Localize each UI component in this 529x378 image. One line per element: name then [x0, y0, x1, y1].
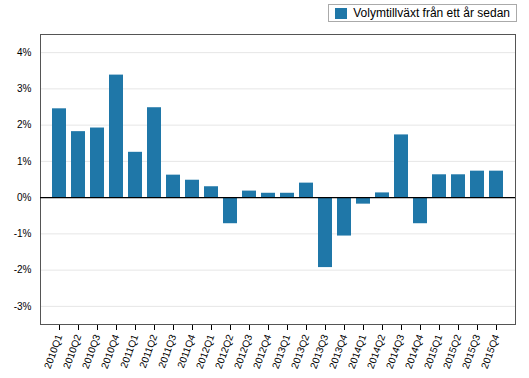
svg-text:2014Q1: 2014Q1 [345, 332, 369, 371]
svg-text:2010Q4: 2010Q4 [98, 332, 122, 371]
svg-text:2013Q2: 2013Q2 [288, 332, 312, 371]
svg-text:2013Q4: 2013Q4 [326, 332, 350, 371]
svg-text:2015Q4: 2015Q4 [479, 332, 502, 370]
svg-text:-1%: -1% [14, 228, 32, 239]
svg-text:3%: 3% [17, 83, 32, 94]
svg-text:4%: 4% [17, 47, 32, 58]
svg-text:2015Q1: 2015Q1 [421, 332, 445, 371]
svg-text:2010Q2: 2010Q2 [60, 332, 84, 371]
svg-text:2014Q2: 2014Q2 [364, 332, 388, 371]
svg-text:2011Q4: 2011Q4 [175, 332, 198, 370]
svg-text:2012Q4: 2012Q4 [250, 332, 274, 371]
svg-text:0%: 0% [17, 192, 32, 203]
svg-text:2014Q3: 2014Q3 [383, 332, 407, 371]
svg-text:2012Q3: 2012Q3 [231, 332, 255, 371]
html-text:Volymtillväxt från ett år seda: Volymtillväxt från ett år sedan [353, 6, 510, 20]
svg-text:1%: 1% [17, 156, 32, 167]
svg-text:2%: 2% [17, 119, 32, 130]
svg-text:2012Q1: 2012Q1 [193, 332, 217, 371]
svg-text:2014Q4: 2014Q4 [402, 332, 426, 371]
svg-text:2011Q2: 2011Q2 [137, 332, 160, 370]
svg-text:2012Q2: 2012Q2 [212, 332, 236, 371]
svg-text:2015Q3: 2015Q3 [459, 332, 483, 371]
svg-text:2011Q1: 2011Q1 [118, 332, 141, 370]
svg-text:2013Q1: 2013Q1 [269, 332, 293, 371]
svg-text:2011Q3: 2011Q3 [156, 332, 179, 370]
svg-text:-2%: -2% [14, 264, 32, 275]
svg-text:2010Q3: 2010Q3 [79, 332, 103, 371]
svg-text:-3%: -3% [14, 301, 32, 312]
svg-text:2013Q3: 2013Q3 [307, 332, 331, 371]
svg-text:2010Q1: 2010Q1 [41, 332, 65, 371]
svg-text:2015Q2: 2015Q2 [440, 332, 464, 371]
